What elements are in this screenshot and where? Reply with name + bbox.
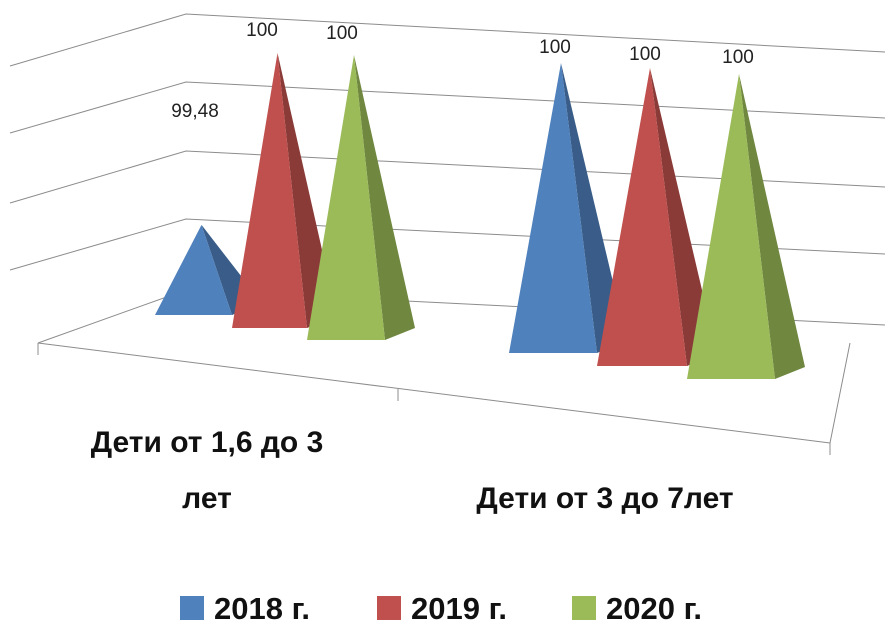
- pyramid-bar: [687, 74, 805, 379]
- gridline: [9, 81, 885, 134]
- legend-swatch-2019: [377, 596, 401, 620]
- chart-marks: 99,48 100 100 100 100 100: [155, 20, 805, 379]
- pyramid-front-face: [597, 68, 687, 366]
- legend-label-2020: 2020 г.: [606, 591, 702, 626]
- data-label: 100: [246, 20, 278, 41]
- category-label-1-line-2: лет: [182, 482, 232, 515]
- category-label-2: Дети от 3 до 7лет: [476, 482, 733, 515]
- data-label: 100: [326, 23, 358, 44]
- pyramid-front-face: [509, 63, 597, 353]
- category-label-1-line-1: Дети от 1,6 до 3: [91, 426, 324, 459]
- pyramid-bar: [597, 68, 717, 366]
- data-label: 99,48: [171, 101, 219, 122]
- pyramid-front-face: [232, 53, 307, 328]
- category-labels: Дети от 1,6 до 3 лет Дети от 3 до 7лет: [91, 426, 734, 515]
- pyramid-side-face: [354, 55, 415, 340]
- floor-front-edge: [37, 342, 831, 444]
- gridline: [9, 13, 885, 67]
- pyramid-bar: [509, 63, 627, 353]
- legend-swatch-2020: [572, 596, 596, 620]
- pyramid-front-face: [687, 74, 775, 379]
- data-label: 100: [539, 37, 571, 58]
- pyramid-front-face: [155, 224, 232, 315]
- data-label: 100: [629, 44, 661, 65]
- pyramid-side-face: [561, 63, 627, 353]
- legend: 2018 г. 2019 г. 2020 г.: [180, 591, 702, 626]
- legend-swatch-2018: [180, 596, 204, 620]
- legend-label-2018: 2018 г.: [214, 591, 310, 626]
- pyramid-bar: [307, 55, 415, 340]
- pyramid-front-face: [307, 55, 385, 340]
- pyramid-side-face: [650, 68, 717, 366]
- floor-right-edge: [829, 342, 851, 444]
- data-label: 100: [722, 47, 754, 68]
- legend-label-2019: 2019 г.: [411, 591, 507, 626]
- pyramid-side-face: [739, 74, 805, 379]
